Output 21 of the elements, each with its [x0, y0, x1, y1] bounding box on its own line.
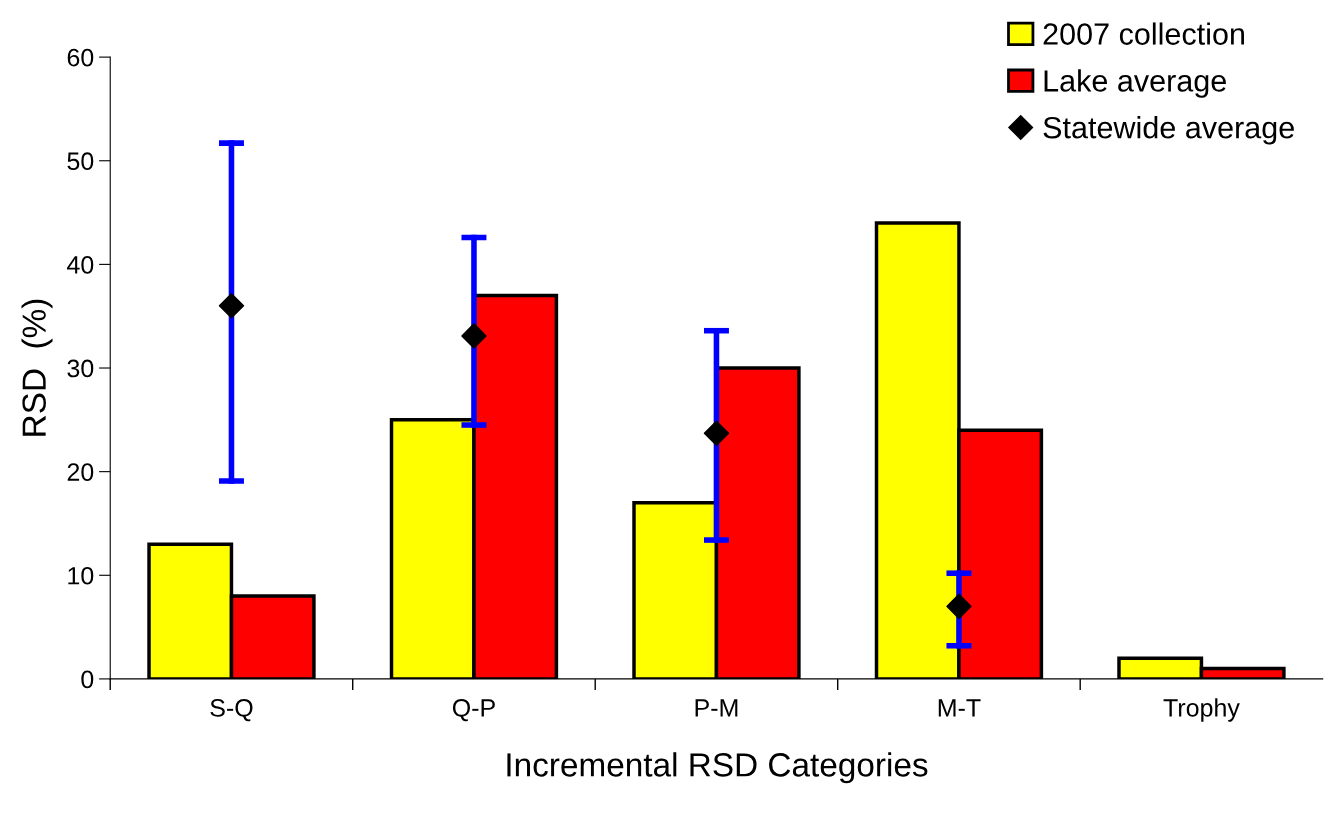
legend-label: 2007 collection — [1043, 22, 1244, 45]
point — [218, 293, 245, 319]
y-tick-label: 10 — [68, 566, 94, 585]
y-axis-title: RSD (%) — [21, 299, 53, 436]
y-tick-label: 40 — [67, 255, 94, 274]
x-axis-title: Incremental RSD Categories — [507, 752, 928, 784]
legend-label: Lake average — [1044, 69, 1226, 98]
x-tick-label: P-M — [695, 699, 738, 717]
x-tick-label: S-Q — [210, 699, 253, 722]
x-tick-label: Q-P — [452, 699, 495, 722]
y-tick-label: 50 — [67, 152, 94, 171]
point — [946, 593, 972, 620]
y-tick-label: 20 — [67, 463, 94, 481]
point — [703, 420, 730, 447]
point — [461, 323, 487, 349]
y-tick-label: 30 — [67, 359, 94, 378]
legend-label: Statewide average — [1043, 116, 1294, 145]
y-tick-label: 60 — [67, 48, 94, 67]
y-tick-label: 0 — [81, 670, 94, 689]
x-tick-label: Trophy — [1163, 698, 1240, 722]
x-tick-label: M-T — [938, 699, 981, 717]
